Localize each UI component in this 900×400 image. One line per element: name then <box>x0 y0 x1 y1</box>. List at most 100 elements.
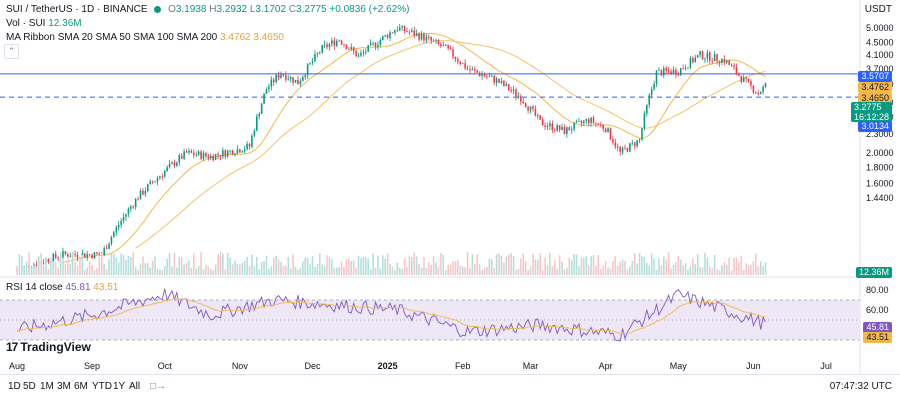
candle-body <box>420 33 423 40</box>
candle-body <box>159 176 161 179</box>
volume-bar <box>699 266 701 275</box>
candle-body <box>672 69 675 75</box>
candle-body <box>682 68 684 70</box>
volume-bar <box>672 264 675 275</box>
candle-body <box>335 40 338 46</box>
volume-bar <box>762 265 764 275</box>
volume-bar <box>595 265 597 275</box>
candle-body <box>677 74 680 76</box>
volume-bar <box>205 264 207 275</box>
candle-body <box>270 79 273 87</box>
candle-body <box>328 44 331 48</box>
volume-bar <box>679 259 682 275</box>
volume-bar <box>231 264 234 275</box>
candle-body <box>616 146 619 148</box>
candle-body <box>282 74 285 76</box>
candle-body <box>745 77 747 79</box>
currency-label[interactable]: USDT <box>864 4 892 15</box>
range-1m[interactable]: 1M <box>40 381 54 392</box>
volume-legend[interactable]: Vol · SUI 12.36M <box>6 18 82 29</box>
volume-bar <box>604 260 607 275</box>
candle-body <box>98 253 101 255</box>
range-ytd[interactable]: YTD <box>92 381 112 392</box>
ma-line <box>135 40 766 249</box>
candle-body <box>84 253 86 258</box>
range-5d[interactable]: 5D <box>23 381 36 392</box>
volume-bar <box>578 265 580 275</box>
rsi-legend[interactable]: RSI 14 close 45.81 43.51 <box>6 282 118 293</box>
calendar-icon[interactable]: □→ <box>150 381 167 392</box>
range-1d[interactable]: 1D <box>8 381 21 392</box>
candle-body <box>696 54 699 58</box>
volume-bar <box>687 269 689 275</box>
volume-bar <box>241 262 244 275</box>
candle-body <box>268 86 270 90</box>
ohlc-l-value: 3.1702 <box>255 4 287 15</box>
candle-body <box>289 77 292 80</box>
candle-body <box>134 198 137 208</box>
tradingview-logo[interactable]: 17 TradingView <box>6 340 91 354</box>
volume-bar <box>614 256 617 275</box>
volume-bar <box>146 262 149 275</box>
volume-bar <box>57 267 59 275</box>
candle-body <box>331 40 333 45</box>
range-all[interactable]: All <box>129 381 141 392</box>
volume-bar <box>50 258 52 275</box>
volume-bar <box>144 263 147 275</box>
volume-bar <box>665 260 667 275</box>
candle-body <box>372 42 374 44</box>
ohlc-o-label: O <box>168 4 176 15</box>
volume-bar <box>503 262 505 275</box>
candle-body <box>428 36 430 38</box>
candle-body <box>323 44 326 46</box>
chevron-up-icon[interactable]: ⌃ <box>4 44 19 59</box>
volume-bar <box>573 253 575 275</box>
ma-legend[interactable]: MA Ribbon SMA 20 SMA 50 SMA 100 SMA 200 … <box>6 32 284 43</box>
volume-bar <box>151 260 154 275</box>
y-tick-label: 1.6000 <box>866 178 894 188</box>
candle-body <box>377 44 379 47</box>
x-tick-label: Jun <box>746 361 761 371</box>
candle-body <box>222 150 224 157</box>
candle-body <box>590 117 592 123</box>
candle-body <box>430 37 432 41</box>
range-6m[interactable]: 6M <box>74 381 88 392</box>
candle-body <box>762 86 764 93</box>
volume-bar <box>435 262 437 275</box>
volume-bar <box>251 254 253 275</box>
volume-bar <box>377 255 379 275</box>
candle-body <box>178 155 181 163</box>
volume-bar <box>541 270 544 275</box>
candle-body <box>365 51 367 53</box>
volume-bar <box>747 264 750 275</box>
utc-clock[interactable]: 07:47:32 UTC <box>829 381 892 392</box>
volume-bar <box>253 266 256 275</box>
volume-bar <box>447 264 449 275</box>
volume-bar <box>132 252 135 275</box>
volume-bar <box>188 260 190 275</box>
volume-bar <box>64 263 67 275</box>
candle-body <box>461 63 464 65</box>
candle-body <box>655 70 658 85</box>
candle-body <box>42 262 45 264</box>
volume-bar <box>742 269 745 275</box>
candle-body <box>713 54 716 62</box>
volume-bar <box>45 258 47 275</box>
symbol-title: SUI / TetherUS · 1D · BINANCE <box>6 4 148 15</box>
candle-body <box>641 128 643 140</box>
volume-bar <box>461 266 464 275</box>
volume-bar <box>490 259 493 275</box>
candle-body <box>539 115 542 120</box>
volume-bar <box>37 256 40 275</box>
candle-body <box>173 162 176 166</box>
volume-bar <box>108 259 110 275</box>
range-3m[interactable]: 3M <box>57 381 71 392</box>
volume-bar <box>384 258 386 275</box>
candle-body <box>137 198 139 200</box>
range-1y[interactable]: 1Y <box>113 381 126 392</box>
volume-bar <box>512 256 515 275</box>
candle-body <box>524 103 527 108</box>
chart-canvas[interactable]: 5.00004.50004.10003.70003.30002.90002.60… <box>0 0 900 374</box>
candle-body <box>457 59 459 62</box>
